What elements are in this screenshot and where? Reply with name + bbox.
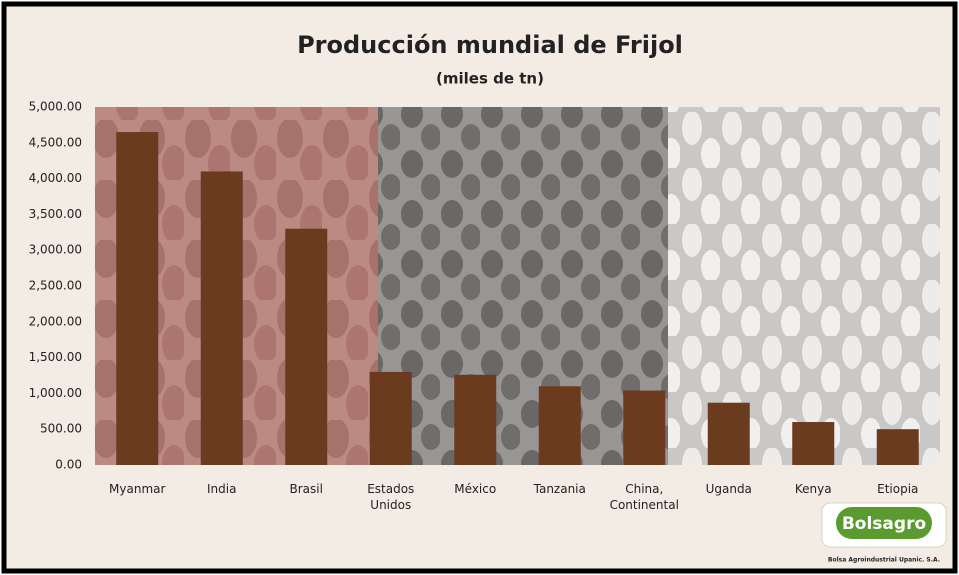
y-tick-label: 1,000.00 bbox=[29, 386, 82, 400]
y-tick-label: 2,000.00 bbox=[29, 314, 82, 328]
chart-title: Producción mundial de Frijol bbox=[297, 31, 683, 59]
y-tick-label: 5,000.00 bbox=[29, 100, 82, 114]
background-photo bbox=[378, 107, 668, 465]
y-tick-label: 0.00 bbox=[55, 458, 82, 472]
y-tick-label: 4,000.00 bbox=[29, 171, 82, 185]
x-tick-label: Uganda bbox=[705, 482, 752, 496]
chart-subtitle: (miles de tn) bbox=[436, 70, 544, 88]
x-tick-label: China, Continental bbox=[609, 482, 679, 512]
x-tick-label: México bbox=[454, 482, 497, 496]
bar bbox=[792, 422, 835, 465]
logo-name: Bolsagro bbox=[842, 514, 926, 534]
bar bbox=[707, 402, 750, 465]
bar bbox=[285, 228, 328, 465]
x-tick-label: Etiopia bbox=[877, 482, 919, 496]
y-tick-label: 3,500.00 bbox=[29, 207, 82, 221]
y-tick-label: 3,000.00 bbox=[29, 243, 82, 257]
y-tick-label: 1,500.00 bbox=[29, 350, 82, 364]
bar bbox=[200, 171, 243, 465]
bar bbox=[876, 429, 919, 465]
logo-badge bbox=[836, 507, 932, 539]
bar bbox=[538, 386, 581, 465]
y-tick-label: 2,500.00 bbox=[29, 279, 82, 293]
bar bbox=[623, 390, 666, 465]
x-tick-label: Myanmar bbox=[109, 482, 166, 496]
x-tick-label: Kenya bbox=[794, 482, 832, 496]
x-tick-label: Tanzania bbox=[533, 482, 586, 496]
x-tick-label: Brasil bbox=[289, 482, 323, 496]
logo-tagline: Bolsa Agroindustrial Upanic. S.A. bbox=[828, 557, 940, 564]
bar bbox=[454, 374, 497, 465]
bar bbox=[116, 132, 159, 465]
y-tick-label: 4,500.00 bbox=[29, 135, 82, 149]
bar bbox=[369, 371, 412, 465]
y-tick-label: 500.00 bbox=[40, 422, 82, 436]
x-tick-label: India bbox=[207, 482, 237, 496]
x-tick-label: Estados Unidos bbox=[367, 482, 415, 512]
